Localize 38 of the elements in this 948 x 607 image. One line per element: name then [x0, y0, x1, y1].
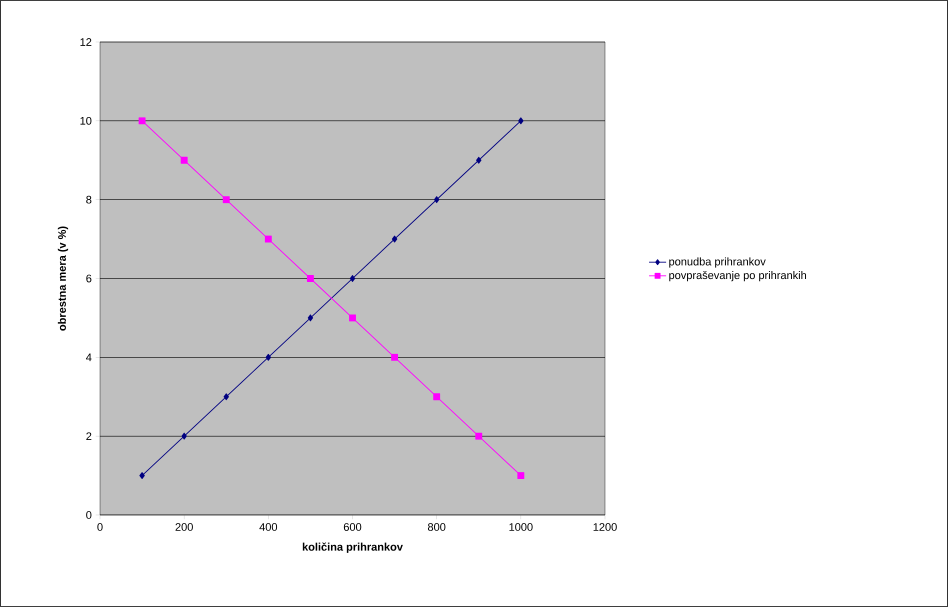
legend-label: povpraševanje po prihrankih [669, 271, 806, 282]
x-tick-label: 1000 [509, 523, 533, 531]
point [224, 393, 229, 400]
point [139, 472, 145, 480]
point [180, 156, 188, 164]
point [392, 236, 398, 243]
point [222, 196, 230, 204]
point [433, 393, 440, 400]
x-tick-label: 1200 [594, 523, 617, 531]
y-tick-label: 4 [86, 354, 92, 362]
point [476, 156, 482, 164]
point [266, 354, 272, 361]
point [349, 314, 356, 322]
point [181, 432, 187, 440]
legend-label: ponudba prihrankov [669, 257, 766, 268]
y-tick-label: 10 [80, 116, 92, 125]
x-tick-label: 400 [259, 523, 278, 531]
point [138, 117, 146, 124]
point [350, 275, 356, 282]
point [308, 314, 314, 322]
y-tick-label: 2 [86, 432, 92, 440]
x-tick-label: 600 [344, 523, 362, 531]
point [264, 236, 272, 243]
point [306, 275, 314, 282]
x-tick-label: 200 [176, 523, 193, 531]
point [434, 196, 440, 204]
point [391, 354, 398, 361]
y-tick-label: 6 [86, 274, 92, 282]
y-tick-label: 0 [86, 511, 92, 519]
y-tick-label: 8 [86, 196, 92, 204]
x-axis-title: količina prihrankov [302, 542, 403, 553]
y-axis-title: obrestna mera (v %) [58, 226, 68, 331]
x-tick-label: 800 [428, 523, 446, 531]
y-tick-label: 12 [80, 38, 92, 46]
point [517, 472, 524, 480]
point [475, 432, 482, 440]
point [518, 117, 524, 124]
x-tick-label: 0 [97, 523, 103, 531]
